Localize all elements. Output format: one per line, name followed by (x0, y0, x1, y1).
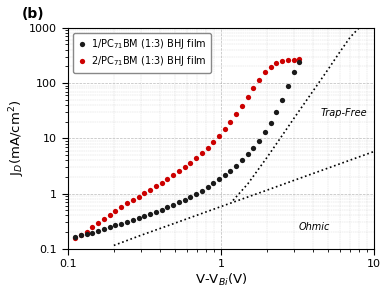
1/PC$_{71}$BM (1:3) BHJ film (251, 146, 256, 150)
2/PC$_{71}$BM (1:3) BHJ film (251, 87, 256, 90)
2/PC$_{71}$BM (1:3) BHJ film (96, 222, 100, 225)
1/PC$_{71}$BM (1:3) BHJ film (102, 227, 106, 231)
2/PC$_{71}$BM (1:3) BHJ film (113, 209, 118, 212)
2/PC$_{71}$BM (1:3) BHJ film (211, 140, 216, 144)
2/PC$_{71}$BM (1:3) BHJ film (142, 191, 147, 195)
2/PC$_{71}$BM (1:3) BHJ film (228, 120, 232, 124)
2/PC$_{71}$BM (1:3) BHJ film (90, 225, 95, 229)
2/PC$_{71}$BM (1:3) BHJ film (165, 177, 170, 181)
Line: 1/PC$_{71}$BM (1:3) BHJ film: 1/PC$_{71}$BM (1:3) BHJ film (73, 59, 302, 239)
1/PC$_{71}$BM (1:3) BHJ film (297, 60, 301, 63)
2/PC$_{71}$BM (1:3) BHJ film (136, 195, 141, 198)
1/PC$_{71}$BM (1:3) BHJ film (246, 153, 250, 156)
1/PC$_{71}$BM (1:3) BHJ film (228, 169, 232, 172)
1/PC$_{71}$BM (1:3) BHJ film (148, 212, 152, 216)
1/PC$_{71}$BM (1:3) BHJ film (165, 206, 170, 209)
2/PC$_{71}$BM (1:3) BHJ film (286, 58, 290, 62)
2/PC$_{71}$BM (1:3) BHJ film (159, 181, 164, 185)
1/PC$_{71}$BM (1:3) BHJ film (119, 222, 124, 225)
2/PC$_{71}$BM (1:3) BHJ film (291, 58, 296, 61)
1/PC$_{71}$BM (1:3) BHJ film (234, 164, 239, 167)
1/PC$_{71}$BM (1:3) BHJ film (73, 235, 78, 239)
1/PC$_{71}$BM (1:3) BHJ film (263, 130, 267, 134)
2/PC$_{71}$BM (1:3) BHJ film (107, 213, 112, 217)
2/PC$_{71}$BM (1:3) BHJ film (84, 230, 89, 233)
2/PC$_{71}$BM (1:3) BHJ film (297, 58, 301, 61)
1/PC$_{71}$BM (1:3) BHJ film (217, 178, 221, 181)
2/PC$_{71}$BM (1:3) BHJ film (79, 234, 83, 237)
1/PC$_{71}$BM (1:3) BHJ film (257, 139, 262, 142)
2/PC$_{71}$BM (1:3) BHJ film (199, 151, 204, 155)
Text: (b): (b) (22, 7, 44, 21)
1/PC$_{71}$BM (1:3) BHJ film (79, 234, 83, 237)
2/PC$_{71}$BM (1:3) BHJ film (274, 61, 279, 65)
2/PC$_{71}$BM (1:3) BHJ film (119, 205, 124, 209)
2/PC$_{71}$BM (1:3) BHJ film (257, 78, 262, 81)
1/PC$_{71}$BM (1:3) BHJ film (142, 214, 147, 218)
2/PC$_{71}$BM (1:3) BHJ film (130, 198, 135, 201)
1/PC$_{71}$BM (1:3) BHJ film (113, 224, 118, 227)
1/PC$_{71}$BM (1:3) BHJ film (182, 198, 187, 201)
1/PC$_{71}$BM (1:3) BHJ film (274, 110, 279, 114)
1/PC$_{71}$BM (1:3) BHJ film (194, 192, 198, 196)
1/PC$_{71}$BM (1:3) BHJ film (159, 208, 164, 212)
2/PC$_{71}$BM (1:3) BHJ film (102, 217, 106, 221)
1/PC$_{71}$BM (1:3) BHJ film (286, 84, 290, 88)
1/PC$_{71}$BM (1:3) BHJ film (211, 182, 216, 185)
2/PC$_{71}$BM (1:3) BHJ film (171, 173, 175, 177)
2/PC$_{71}$BM (1:3) BHJ film (239, 104, 244, 108)
1/PC$_{71}$BM (1:3) BHJ film (188, 195, 192, 199)
1/PC$_{71}$BM (1:3) BHJ film (90, 231, 95, 235)
2/PC$_{71}$BM (1:3) BHJ film (188, 161, 192, 165)
2/PC$_{71}$BM (1:3) BHJ film (73, 237, 78, 240)
2/PC$_{71}$BM (1:3) BHJ film (148, 188, 152, 192)
1/PC$_{71}$BM (1:3) BHJ film (222, 173, 227, 177)
2/PC$_{71}$BM (1:3) BHJ film (177, 170, 181, 173)
2/PC$_{71}$BM (1:3) BHJ film (234, 113, 239, 116)
1/PC$_{71}$BM (1:3) BHJ film (125, 220, 130, 224)
1/PC$_{71}$BM (1:3) BHJ film (199, 189, 204, 192)
1/PC$_{71}$BM (1:3) BHJ film (291, 71, 296, 74)
Line: 2/PC$_{71}$BM (1:3) BHJ film: 2/PC$_{71}$BM (1:3) BHJ film (73, 57, 302, 241)
2/PC$_{71}$BM (1:3) BHJ film (194, 156, 198, 160)
1/PC$_{71}$BM (1:3) BHJ film (107, 225, 112, 229)
1/PC$_{71}$BM (1:3) BHJ film (280, 98, 284, 101)
1/PC$_{71}$BM (1:3) BHJ film (136, 216, 141, 220)
1/PC$_{71}$BM (1:3) BHJ film (268, 121, 273, 124)
1/PC$_{71}$BM (1:3) BHJ film (171, 203, 175, 207)
1/PC$_{71}$BM (1:3) BHJ film (154, 210, 158, 214)
Text: Trap-Free: Trap-Free (321, 108, 367, 118)
1/PC$_{71}$BM (1:3) BHJ film (177, 201, 181, 204)
2/PC$_{71}$BM (1:3) BHJ film (125, 201, 130, 205)
1/PC$_{71}$BM (1:3) BHJ film (96, 229, 100, 233)
1/PC$_{71}$BM (1:3) BHJ film (130, 218, 135, 222)
Text: Ohmic: Ohmic (298, 222, 330, 232)
2/PC$_{71}$BM (1:3) BHJ film (280, 59, 284, 63)
X-axis label: V-V$_{Bi}$(V): V-V$_{Bi}$(V) (195, 272, 247, 288)
2/PC$_{71}$BM (1:3) BHJ film (222, 127, 227, 131)
Y-axis label: J$_{D}$(mA/cm$^2$): J$_{D}$(mA/cm$^2$) (7, 100, 26, 176)
2/PC$_{71}$BM (1:3) BHJ film (246, 96, 250, 99)
2/PC$_{71}$BM (1:3) BHJ film (268, 65, 273, 69)
1/PC$_{71}$BM (1:3) BHJ film (239, 158, 244, 162)
2/PC$_{71}$BM (1:3) BHJ film (205, 146, 210, 150)
1/PC$_{71}$BM (1:3) BHJ film (84, 232, 89, 236)
2/PC$_{71}$BM (1:3) BHJ film (263, 71, 267, 74)
2/PC$_{71}$BM (1:3) BHJ film (154, 185, 158, 188)
1/PC$_{71}$BM (1:3) BHJ film (205, 186, 210, 189)
2/PC$_{71}$BM (1:3) BHJ film (182, 165, 187, 169)
2/PC$_{71}$BM (1:3) BHJ film (217, 134, 221, 138)
Legend: 1/PC$_{71}$BM (1:3) BHJ film, 2/PC$_{71}$BM (1:3) BHJ film: 1/PC$_{71}$BM (1:3) BHJ film, 2/PC$_{71}… (73, 33, 211, 73)
